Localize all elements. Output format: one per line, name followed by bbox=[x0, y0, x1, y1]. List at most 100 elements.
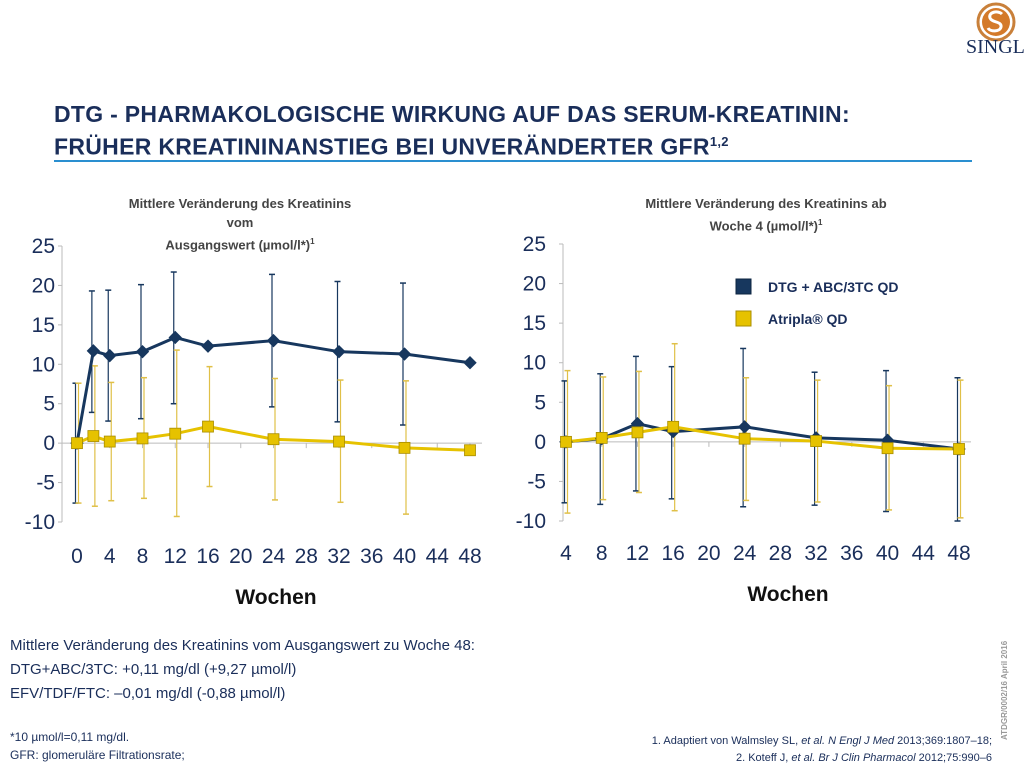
chart1-title: Mittlere Veränderung des Kreatinins vom … bbox=[120, 194, 360, 254]
chart1-y-tick-label: 15 bbox=[32, 314, 55, 337]
chart2-x-tick-label: 44 bbox=[912, 542, 936, 565]
chart1-x-tick-label: 20 bbox=[229, 545, 252, 568]
legend-swatch-dtg bbox=[735, 278, 752, 295]
chart2-point-dtg bbox=[737, 420, 752, 434]
chart1-point-dtg bbox=[397, 347, 412, 361]
chart1-point-atripla bbox=[169, 427, 182, 440]
title-line-2: FRÜHER KREATININANSTIEG BEI UNVERÄNDERTE… bbox=[54, 133, 729, 160]
chart1-point-dtg bbox=[135, 344, 150, 359]
legend-label-atripla: Atripla® QD bbox=[768, 311, 848, 327]
chart2-point-atripla bbox=[738, 432, 751, 445]
chart2-y-tick-label: 5 bbox=[534, 391, 546, 414]
chart1-y-tick-label: -5 bbox=[36, 472, 55, 495]
chart2-point-atripla bbox=[667, 420, 680, 433]
chart1-x-tick-label: 12 bbox=[164, 545, 187, 568]
chart2-y-tick-label: 10 bbox=[523, 352, 546, 375]
chart1-point-atripla bbox=[87, 430, 100, 442]
legend-label-dtg: DTG + ABC/3TC QD bbox=[768, 279, 899, 295]
chart2-series-line-dtg bbox=[565, 422, 960, 451]
chart2-x-tick-label: 4 bbox=[560, 542, 572, 565]
chart1-point-dtg bbox=[168, 330, 182, 345]
chart1-point-atripla bbox=[398, 441, 411, 454]
footnote-1: *10 µmol/l=0,11 mg/dl. bbox=[10, 730, 130, 744]
chart1-x-tick-label: 44 bbox=[426, 545, 450, 568]
notes-line-3: EFV/TDF/FTC: –0,01 mg/dl (-0,88 µmol/l) bbox=[10, 685, 286, 702]
legend-swatch-atripla bbox=[735, 310, 752, 327]
chart2-y-tick-label: 0 bbox=[534, 431, 546, 454]
company-logo bbox=[976, 2, 1016, 42]
chart1-point-atripla bbox=[267, 433, 280, 446]
chart1-x-tick-label: 28 bbox=[295, 545, 318, 568]
chart1-y-tick-label: 10 bbox=[32, 353, 55, 376]
chart2-title-line2: Woche 4 (µmol/l*)1 bbox=[709, 218, 823, 234]
chart1-point-atripla bbox=[464, 444, 476, 457]
reference-1: 1. Adaptiert von Walmsley SL, et al. N E… bbox=[651, 735, 992, 747]
chart1-point-dtg bbox=[463, 356, 477, 370]
chart1-series-line-dtg bbox=[75, 335, 471, 444]
chart2-x-tick-label: 12 bbox=[626, 542, 649, 565]
chart1-x-tick-label: 36 bbox=[360, 545, 383, 568]
chart1-x-tick-label: 0 bbox=[71, 545, 83, 568]
chart1-point-dtg bbox=[86, 344, 101, 358]
chart2-x-tick-label: 24 bbox=[733, 542, 757, 565]
chart1-title-line1: Mittlere Veränderung des Kreatinins vom bbox=[128, 196, 352, 230]
chart2-point-atripla bbox=[881, 442, 894, 455]
chart2-title-line1: Mittlere Veränderung des Kreatinins ab bbox=[645, 196, 887, 211]
chart2-x-tick-label: 8 bbox=[596, 542, 608, 565]
chart2-y-tick-label: -5 bbox=[527, 470, 546, 493]
chart1-y-tick-label: 20 bbox=[32, 274, 55, 297]
chart1-point-atripla bbox=[333, 435, 345, 448]
chart1-point-atripla bbox=[136, 432, 149, 445]
chart1-x-tick-label: 4 bbox=[104, 545, 116, 568]
chart1-x-tick-label: 16 bbox=[196, 545, 219, 568]
chart2-x-tick-label: 20 bbox=[697, 542, 720, 565]
chart1-point-dtg bbox=[266, 333, 281, 348]
chart2-x-tick-label: 40 bbox=[876, 542, 899, 565]
summary-notes: Mittlere Veränderung des Kreatinins vom … bbox=[10, 634, 475, 706]
chart1-x-tick-label: 40 bbox=[393, 545, 416, 568]
chart2-point-atripla bbox=[560, 435, 572, 448]
chart1-x-label: Wochen bbox=[235, 586, 316, 609]
chart2-x-tick-label: 16 bbox=[662, 542, 685, 565]
page-title: DTG - PHARMAKOLOGISCHE WIRKUNG AUF DAS S… bbox=[54, 100, 974, 161]
chart1-point-dtg bbox=[103, 348, 117, 363]
notes-line-2: DTG+ABC/3TC: +0,11 mg/dl (+9,27 µmol/l) bbox=[10, 661, 297, 678]
chart1-x-tick-label: 48 bbox=[458, 545, 481, 568]
chart1-point-atripla bbox=[103, 435, 116, 448]
chart1-point-atripla bbox=[71, 437, 83, 450]
chart2-point-atripla bbox=[810, 435, 822, 447]
chart2-x-tick-label: 32 bbox=[804, 542, 827, 565]
references: 1. Adaptiert von Walmsley SL, et al. N E… bbox=[652, 733, 992, 767]
chart1-point-dtg bbox=[332, 344, 346, 359]
chart2-x-tick-label: 28 bbox=[769, 542, 792, 565]
chart1-series-line-atripla bbox=[76, 425, 471, 452]
chart2-y-tick-label: -10 bbox=[516, 510, 546, 533]
chart2-point-atripla bbox=[595, 431, 608, 444]
footnotes: *10 µmol/l=0,11 mg/dl. GFR: glomeruläre … bbox=[10, 728, 185, 764]
chart2-title: Mittlere Veränderung des Kreatinins ab W… bbox=[616, 194, 916, 235]
document-code: ATDGR/0002/16 April 2016 bbox=[1000, 640, 1009, 740]
chart1-title-line2: Ausgangswert (µmol/l*)1 bbox=[165, 237, 315, 253]
chart1-y-tick-label: 5 bbox=[43, 393, 55, 416]
title-line-1: DTG - PHARMAKOLOGISCHE WIRKUNG AUF DAS S… bbox=[54, 101, 850, 127]
reference-2: 2. Koteff J, et al. Br J Clin Pharmacol … bbox=[735, 752, 992, 764]
chart2-y-tick-label: 15 bbox=[523, 312, 546, 335]
chart2-series-line-atripla bbox=[565, 425, 960, 451]
notes-line-1: Mittlere Veränderung des Kreatinins vom … bbox=[10, 637, 475, 654]
chart1-y-tick-label: 0 bbox=[43, 432, 55, 455]
chart1-y-tick-label: 25 bbox=[32, 235, 55, 258]
chart1-x-tick-label: 24 bbox=[262, 545, 286, 568]
chart2-y-tick-label: 20 bbox=[523, 273, 546, 296]
chart2-point-atripla bbox=[631, 426, 644, 439]
chart2-x-label: Wochen bbox=[747, 583, 828, 606]
footnote-2: GFR: glomeruläre Filtrationsrate; bbox=[10, 748, 185, 762]
chart1-x-tick-label: 8 bbox=[137, 545, 149, 568]
chart2-y-tick-label: 25 bbox=[523, 233, 546, 256]
chart2-x-tick-label: 48 bbox=[947, 542, 970, 565]
chart2-x-tick-label: 36 bbox=[840, 542, 863, 565]
chart1-x-tick-label: 32 bbox=[327, 545, 350, 568]
chart2-point-atripla bbox=[953, 443, 965, 455]
title-underline bbox=[54, 160, 972, 162]
chart1-y-tick-label: -10 bbox=[25, 511, 55, 534]
